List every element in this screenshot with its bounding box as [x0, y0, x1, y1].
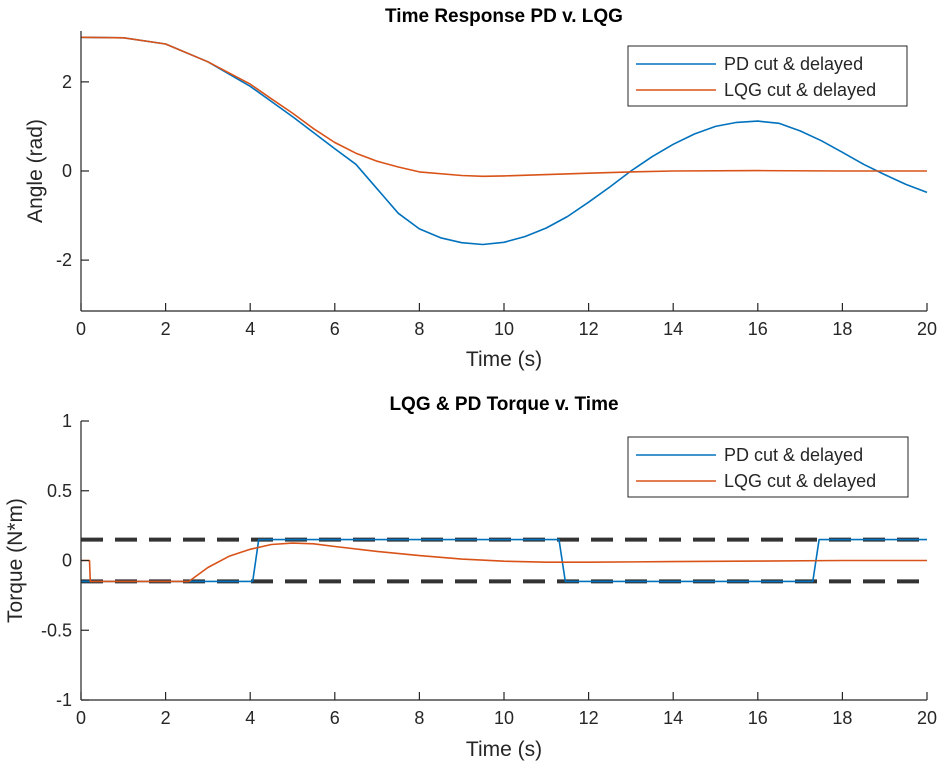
x-tick-label: 2	[161, 319, 171, 339]
legend: PD cut & delayed LQG cut & delayed	[627, 45, 908, 107]
x-tick-label: 0	[76, 708, 86, 728]
x-tick-label: 16	[748, 708, 768, 728]
legend-label: LQG cut & delayed	[724, 80, 876, 100]
x-tick-label: 6	[330, 708, 340, 728]
x-tick-label: 20	[917, 708, 937, 728]
x-tick-label: 20	[917, 319, 937, 339]
series-line-lqg	[81, 542, 927, 583]
x-tick-label: 0	[76, 319, 86, 339]
x-tick-label: 14	[663, 708, 683, 728]
legend-box	[627, 436, 909, 498]
x-tick-label: 12	[579, 319, 599, 339]
chart-title: LQG & PD Torque v. Time	[389, 394, 618, 415]
series-line-pd	[81, 538, 927, 583]
x-tick-label: 6	[330, 319, 340, 339]
series-line-pd	[80, 36, 928, 246]
x-tick-label: 2	[161, 708, 171, 728]
torque-subplot: 0 2 4 6 8 10 12 14 16 18 20 -1 -0.5 0 0.5 1 LQG & PD Tor…	[4, 394, 937, 761]
y-tick-label: 1	[62, 411, 72, 431]
legend-label: PD cut & delayed	[724, 54, 863, 74]
legend: PD cut & delayed LQG cut & delayed	[627, 436, 909, 498]
y-tick-label: -1	[56, 690, 72, 710]
y-tick-label: 0	[62, 161, 72, 181]
x-tick-label: 8	[414, 708, 424, 728]
x-tick-label: 4	[245, 319, 255, 339]
series-line-lqg	[80, 36, 927, 178]
y-tick-label: 2	[62, 72, 72, 92]
y-tick-label: -0.5	[41, 620, 72, 640]
x-tick-label: 14	[663, 319, 683, 339]
y-axis-label: Angle (rad)	[24, 119, 47, 223]
x-axis-label: Time (s)	[466, 348, 542, 371]
x-tick-label: 10	[494, 708, 514, 728]
legend-label: LQG cut & delayed	[724, 471, 876, 491]
x-axis-label: Time (s)	[466, 738, 542, 761]
y-tick-label: 0.5	[47, 481, 72, 501]
y-tick-label: 0	[62, 551, 72, 571]
angle-subplot: 0 2 4 6 8 10 12 14 16 18 20 -2 0 2 Time Response PD v.…	[24, 6, 937, 371]
x-tick-label: 16	[748, 319, 768, 339]
x-tick-label: 18	[832, 708, 852, 728]
legend-box	[627, 45, 908, 107]
chart-title: Time Response PD v. LQG	[385, 6, 623, 27]
x-tick-label: 8	[414, 319, 424, 339]
x-tick-label: 12	[579, 708, 599, 728]
x-tick-label: 18	[832, 319, 852, 339]
y-axis-label: Torque (N*m)	[4, 498, 27, 623]
x-tick-label: 4	[245, 708, 255, 728]
x-tick-label: 10	[494, 319, 514, 339]
legend-label: PD cut & delayed	[724, 445, 863, 465]
y-tick-label: -2	[56, 250, 72, 270]
